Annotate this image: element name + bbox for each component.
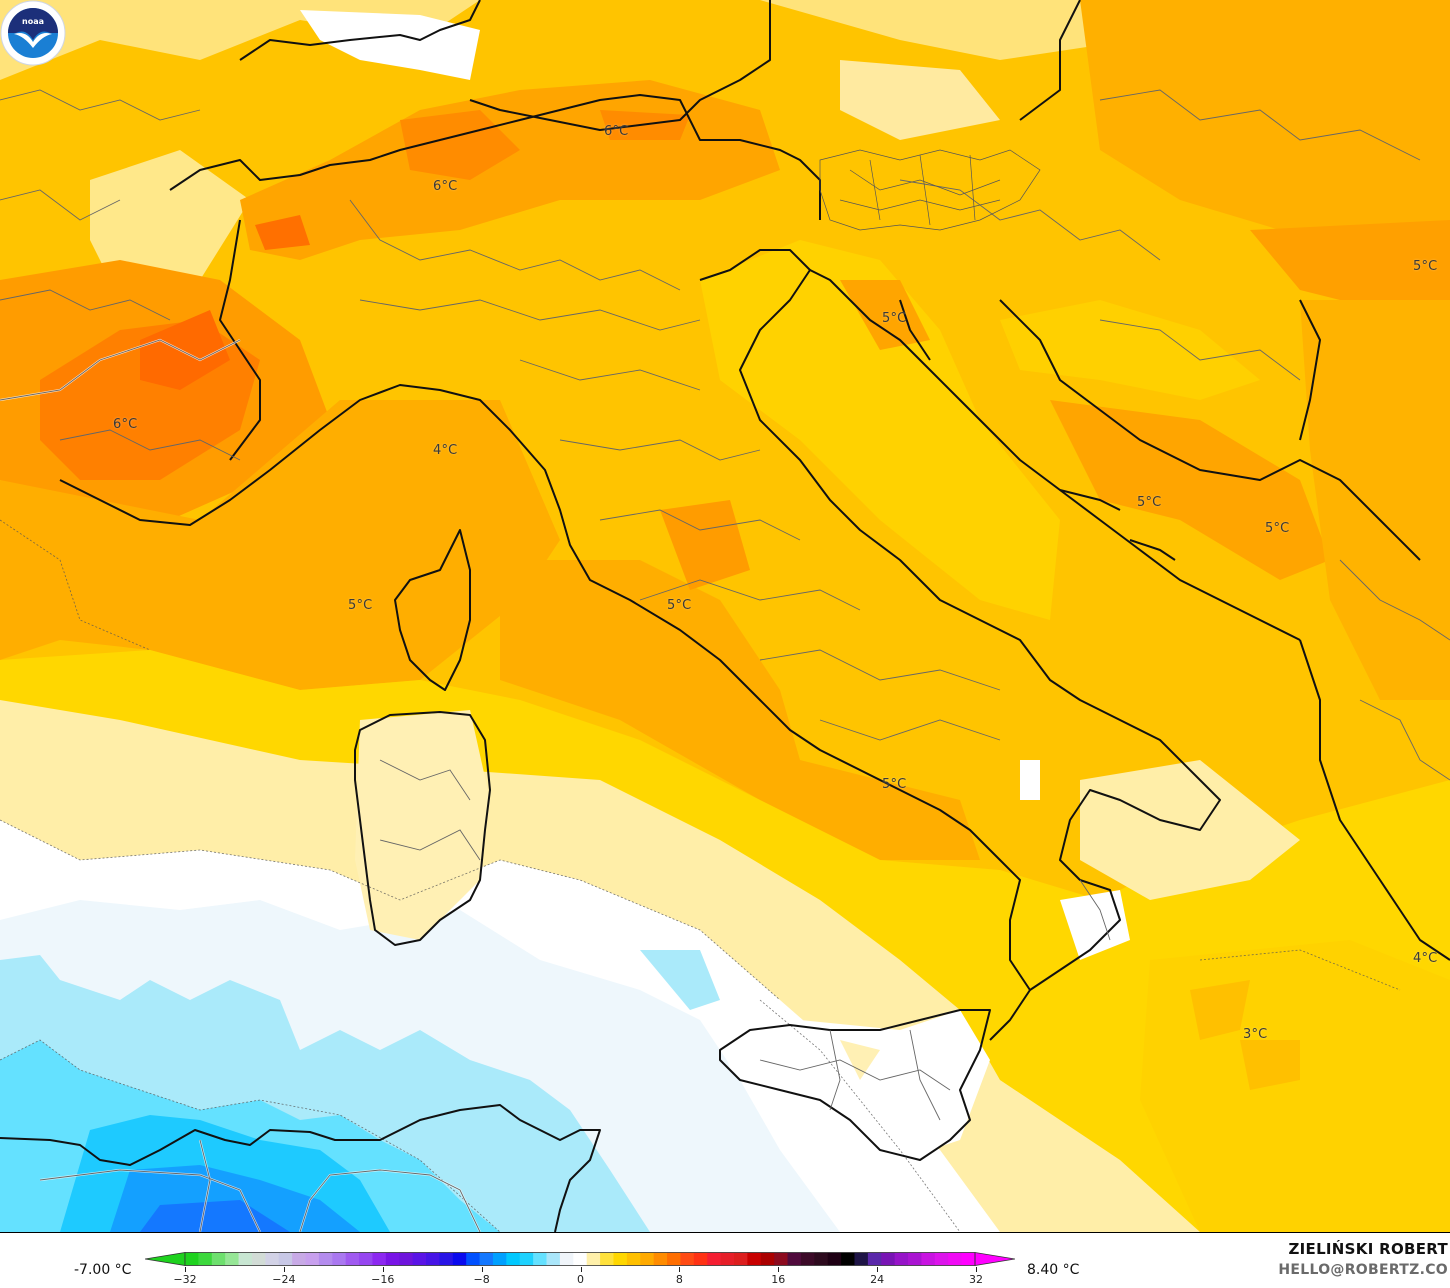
colorbar-tick bbox=[382, 1267, 384, 1272]
temperature-map: 6°C 6°C 6°C 4°C 5°C 5°C 5°C 5°C 5°C 5°C … bbox=[0, 0, 1450, 1232]
colorbar-tick-label: 32 bbox=[969, 1273, 983, 1286]
colorbar-tick bbox=[976, 1267, 977, 1272]
temp-label: 5°C bbox=[667, 598, 692, 613]
temp-label: 6°C bbox=[113, 417, 138, 432]
colorbar-tick-label: −8 bbox=[473, 1273, 490, 1286]
colorbar-tick bbox=[877, 1267, 879, 1272]
author-email: HELLO@ROBERTZ.CO bbox=[1278, 1262, 1448, 1278]
colorbar-tick-label: −32 bbox=[173, 1273, 197, 1286]
colorbar-tick bbox=[580, 1267, 582, 1272]
colorbar-tick bbox=[185, 1267, 186, 1272]
colorbar bbox=[145, 1252, 1015, 1266]
temp-label: 4°C bbox=[433, 443, 458, 458]
colorbar-tick bbox=[481, 1267, 483, 1272]
legend-max-label: 8.40 °C bbox=[1027, 1262, 1080, 1278]
temp-label: 5°C bbox=[882, 311, 907, 326]
colorbar-tick-label: −16 bbox=[371, 1273, 395, 1286]
temp-label: 5°C bbox=[348, 598, 373, 613]
temp-label: 4°C bbox=[1413, 951, 1438, 966]
colorbar-tick bbox=[283, 1267, 285, 1272]
colorbar-tick-label: 16 bbox=[771, 1273, 786, 1286]
temp-label: 5°C bbox=[1413, 259, 1438, 274]
legend-min-label: -7.00 °C bbox=[74, 1262, 132, 1278]
noaa-logo-icon: noaa bbox=[0, 0, 66, 66]
temp-label: 6°C bbox=[604, 124, 629, 139]
map-fill bbox=[0, 0, 1450, 1232]
colorbar-tick bbox=[679, 1267, 681, 1272]
temp-label: 5°C bbox=[1137, 495, 1162, 510]
temp-label: 6°C bbox=[433, 179, 458, 194]
colorbar-tick-label: 8 bbox=[675, 1273, 683, 1286]
colorbar-tick-label: 0 bbox=[577, 1273, 584, 1286]
svg-text:noaa: noaa bbox=[22, 17, 44, 26]
author-credit: ZIELIŃSKI ROBERT bbox=[1288, 1240, 1448, 1258]
colorbar-tick-label: 24 bbox=[870, 1273, 885, 1286]
colorbar-tick-label: −24 bbox=[272, 1273, 296, 1286]
temp-label: 3°C bbox=[1243, 1027, 1268, 1042]
temp-label: 5°C bbox=[882, 777, 907, 792]
colorbar-tick bbox=[778, 1267, 780, 1272]
temp-label: 5°C bbox=[1265, 521, 1290, 536]
